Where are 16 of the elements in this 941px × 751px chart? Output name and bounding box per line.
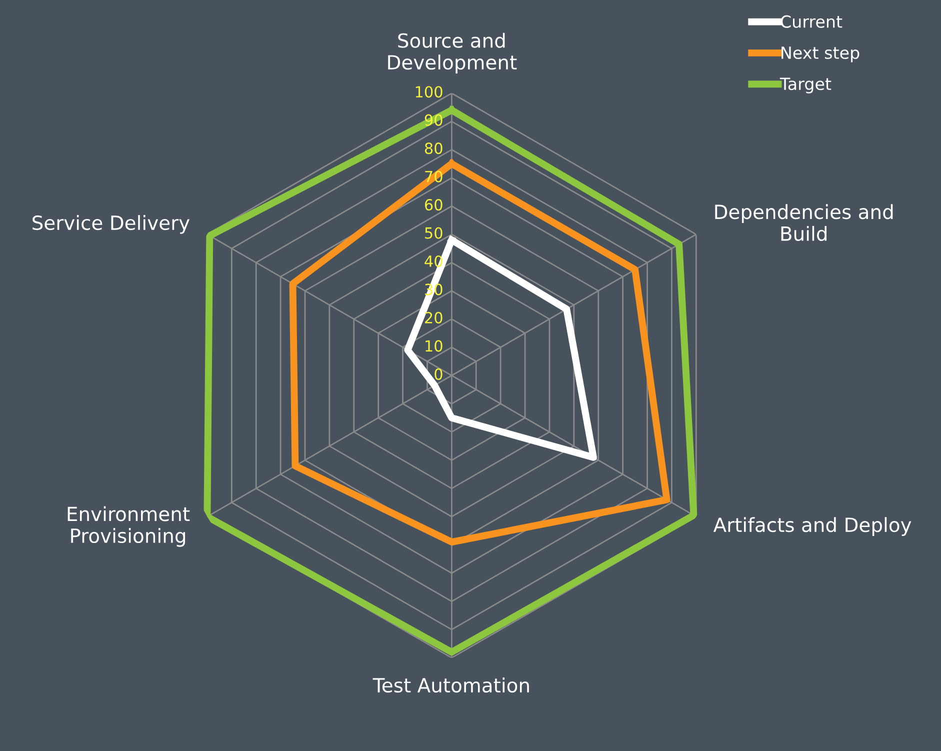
spoke-label: Dependencies and Build [715,204,893,241]
spoke-label: Artifacts and Deploy [713,517,912,536]
y-tick-label: 100 [416,86,442,98]
y-tick-label: 50 [425,227,442,239]
spoke-label: Service Delivery [32,215,190,234]
legend-label: Target [780,78,832,94]
spoke-label: Source and Development [388,32,517,74]
legend-label: Next step [782,46,860,62]
y-tick-label: 60 [424,198,442,211]
spoke-label: Test Automation [372,678,529,693]
spoke-label: Environment Provisioning [68,506,190,547]
y-tick-label: 20 [425,312,442,324]
y-tick-label: 0 [434,368,442,380]
y-tick-label: 80 [424,142,442,154]
legend-label: Current [780,15,842,28]
y-tick-label: 10 [426,340,442,352]
